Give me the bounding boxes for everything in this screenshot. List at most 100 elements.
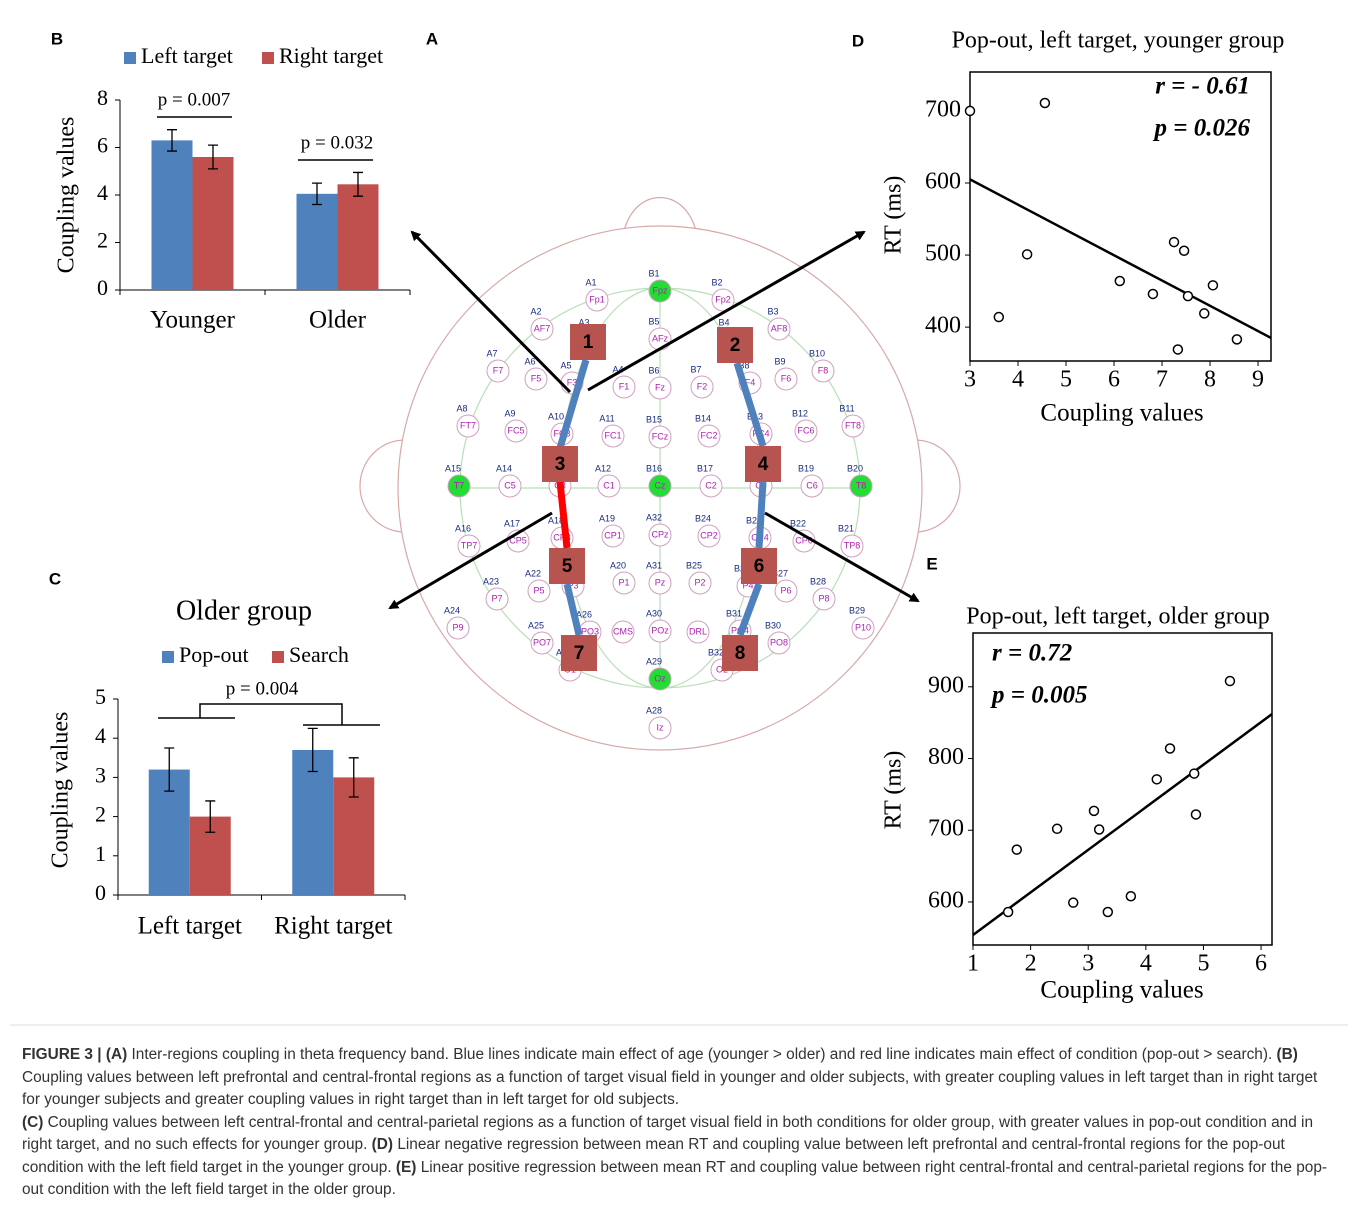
electrode-label: C2 <box>705 480 717 490</box>
electrode-code: A25 <box>528 620 544 630</box>
electrode-code: A10 <box>548 411 564 421</box>
caption-part-label: (E) <box>396 1159 417 1176</box>
point <box>1053 824 1062 833</box>
caption-part-label: (B) <box>1277 1046 1298 1063</box>
electrode-code: B2 <box>711 277 722 287</box>
y-tick-label: 0 <box>95 880 106 905</box>
x-tick-label: Younger <box>150 307 236 334</box>
point <box>1126 892 1135 901</box>
y-tick-label: 2 <box>95 802 106 827</box>
point <box>1040 98 1049 107</box>
electrode-label: F2 <box>697 381 708 391</box>
electrode-code: B24 <box>695 513 711 523</box>
legend-swatch <box>162 651 174 663</box>
caption-part-label: (A) <box>106 1046 127 1063</box>
electrode-code: A16 <box>455 523 471 533</box>
y-axis-label: RT (ms) <box>881 176 907 255</box>
legend-swatch <box>124 52 136 64</box>
electrode-code: B20 <box>847 463 863 473</box>
electrode-label: FC2 <box>700 430 717 440</box>
y-tick-label: 8 <box>97 85 108 110</box>
point <box>994 313 1003 322</box>
electrode-label: F8 <box>818 365 829 375</box>
y-tick-label: 6 <box>97 133 108 158</box>
electrode-label: P8 <box>818 593 829 603</box>
electrode-label: PO3 <box>581 626 599 636</box>
y-tick-label: 5 <box>95 684 106 709</box>
electrode-code: B10 <box>809 348 825 358</box>
panel-label: D <box>852 31 864 50</box>
annotation: r = - 0.61 <box>1155 73 1250 100</box>
electrode-label: C5 <box>504 480 516 490</box>
electrode-label: P10 <box>855 622 871 632</box>
electrode-label: CP1 <box>604 530 622 540</box>
electrode-code: A9 <box>504 408 515 418</box>
electrode-label: FC6 <box>797 425 814 435</box>
region-label: 4 <box>758 454 769 475</box>
point <box>966 106 975 115</box>
y-tick-label: 900 <box>928 672 964 698</box>
x-tick-label: 5 <box>1060 367 1072 393</box>
electrode-code: B29 <box>849 605 865 615</box>
electrode-label: F1 <box>619 381 630 391</box>
annotation: p = 0.032 <box>301 132 373 153</box>
electrode-code: B5 <box>648 316 659 326</box>
point <box>1208 281 1217 290</box>
electrode-label: CP2 <box>700 530 718 540</box>
electrode-code: B7 <box>690 364 701 374</box>
electrode-label: P1 <box>618 577 629 587</box>
electrode-label: FT7 <box>460 420 476 430</box>
bar <box>338 184 379 290</box>
caption-part-label: (D) <box>372 1136 393 1153</box>
x-tick-label: 7 <box>1156 367 1168 393</box>
point <box>1095 825 1104 834</box>
region-label: 5 <box>562 556 573 577</box>
point <box>1152 775 1161 784</box>
electrode-code: A12 <box>595 463 611 473</box>
x-tick-label: 9 <box>1252 367 1264 393</box>
electrode-code: A17 <box>504 518 520 528</box>
point <box>1170 238 1179 247</box>
electrode-code: B14 <box>695 413 711 423</box>
y-tick-label: 600 <box>928 887 964 913</box>
y-tick-label: 400 <box>925 313 961 339</box>
electrode-code: A11 <box>599 413 614 423</box>
electrode-label: Iz <box>656 722 664 732</box>
x-tick-label: 8 <box>1204 367 1216 393</box>
x-tick-label: 3 <box>1082 951 1094 977</box>
electrode-code: A24 <box>444 605 460 615</box>
x-tick-label: 3 <box>964 367 976 393</box>
annotation: p = 0.004 <box>226 678 299 699</box>
caption-text: Inter-regions coupling in theta frequenc… <box>132 1046 1273 1063</box>
y-tick-label: 4 <box>95 723 106 748</box>
electrode-code: B3 <box>767 306 778 316</box>
y-tick-label: 0 <box>97 275 108 300</box>
electrode-code: A20 <box>610 560 626 570</box>
fit-line <box>970 179 1271 338</box>
electrode-code: B25 <box>686 560 702 570</box>
point <box>1004 908 1013 917</box>
electrode-code: A8 <box>456 403 467 413</box>
electrode-code: A22 <box>525 568 541 578</box>
electrode-label: AF8 <box>771 323 788 333</box>
panel-label: A <box>426 29 438 48</box>
legend-label: Left target <box>141 43 233 68</box>
electrode-label: C1 <box>603 480 615 490</box>
panel-label: E <box>926 554 937 573</box>
point <box>1200 309 1209 318</box>
electrode-label: C6 <box>806 480 818 490</box>
electrode-code: A6 <box>524 356 535 366</box>
electrode-code: A32 <box>646 512 662 522</box>
electrode-code: B6 <box>648 365 659 375</box>
electrode-label: Fp1 <box>589 294 605 304</box>
electrode-label: P2 <box>694 577 705 587</box>
point <box>1115 277 1124 286</box>
electrode-label: P7 <box>491 593 502 603</box>
bracket <box>200 704 342 725</box>
electrode-code: A23 <box>483 576 499 586</box>
link <box>759 482 763 548</box>
point <box>1148 289 1157 298</box>
electrode-code: B19 <box>798 463 814 473</box>
electrode-label: P5 <box>533 585 544 595</box>
point <box>1012 845 1021 854</box>
